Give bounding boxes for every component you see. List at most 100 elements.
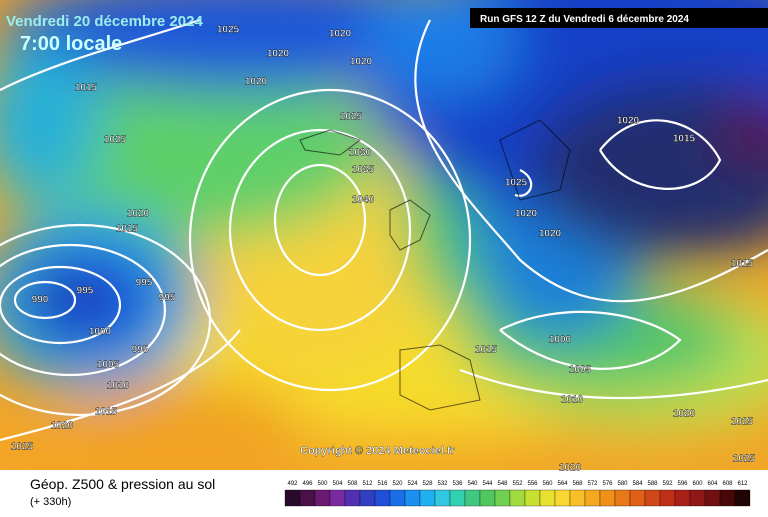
scale-swatch [539, 489, 556, 507]
isobar-label: 1025 [11, 442, 34, 453]
scale-swatch [374, 489, 391, 507]
isobar-label: 1020 [127, 209, 150, 220]
scale-swatch [614, 489, 631, 507]
scale-label: 600 [692, 481, 703, 487]
scale-swatch [449, 489, 466, 507]
isobar-label: 1025 [731, 417, 754, 428]
scale-swatch [644, 489, 661, 507]
isobar-label: 1020 [329, 29, 352, 40]
scale-swatch [674, 489, 691, 507]
scale-swatch [719, 489, 736, 507]
scale-swatch [434, 489, 451, 507]
scale-swatch [524, 489, 541, 507]
scale-label: 548 [497, 481, 508, 487]
scale-swatch [344, 489, 361, 507]
scale-swatch [704, 489, 721, 507]
isobar-label: 995 [132, 345, 149, 356]
color-scale: 492 496 500 504 508 512 516 520 524 528 532 536 540 5… [284, 481, 751, 507]
footer-title: Géop. Z500 & pression au sol [30, 476, 215, 492]
scale-label: 524 [407, 481, 418, 487]
isobar-label: 1020 [673, 409, 696, 420]
scale-label: 592 [662, 481, 673, 487]
date: Vendredi 20 décembre 2024 [6, 13, 203, 30]
scale-label: 560 [542, 481, 553, 487]
scale-swatch [284, 489, 301, 507]
isobar-label: 1005 [97, 360, 120, 371]
isobar-label: 1020 [267, 49, 290, 60]
scale-swatch [389, 489, 406, 507]
scale-label: 612 [737, 481, 748, 487]
scale-swatch [554, 489, 571, 507]
scale-swatch [464, 489, 481, 507]
scale-swatch [419, 489, 436, 507]
scale-swatch [629, 489, 646, 507]
scale-label: 604 [707, 481, 718, 487]
scale-label: 580 [617, 481, 628, 487]
scale-label: 508 [347, 481, 358, 487]
isobar-label: 1020 [350, 57, 373, 68]
isobar-label: 1020 [515, 209, 538, 220]
scale-label: 584 [632, 481, 643, 487]
copyright: Copyright © 2024 Meteociel.fr [300, 445, 456, 457]
isobar-label: 1025 [104, 135, 127, 146]
scale-swatch [359, 489, 376, 507]
isobar-label: 1005 [569, 365, 592, 376]
isobar-label: 1000 [549, 335, 572, 346]
isobar-label: 1015 [116, 224, 139, 235]
footer-lead: (+ 330h) [30, 496, 71, 508]
scale-swatch [659, 489, 676, 507]
scale-label: 528 [422, 481, 433, 487]
isobar-label: 1015 [673, 134, 696, 145]
isobar-label: 1020 [245, 77, 268, 88]
scale-label: 572 [587, 481, 598, 487]
isobar-label: 995 [77, 286, 94, 297]
scale-swatch [509, 489, 526, 507]
isobar-label: 1035 [352, 165, 375, 176]
scale-swatch [314, 489, 331, 507]
scale-swatch [584, 489, 601, 507]
time: 7:00 locale [20, 33, 122, 55]
scale-label: 504 [332, 481, 343, 487]
scale-label: 540 [467, 481, 478, 487]
scale-swatch [734, 489, 751, 507]
scale-swatch [479, 489, 496, 507]
scale-label: 536 [452, 481, 463, 487]
scale-label: 568 [572, 481, 583, 487]
scale-swatch [569, 489, 586, 507]
scale-label: 588 [647, 481, 658, 487]
scale-label: 520 [392, 481, 403, 487]
isobar-label: 1025 [340, 112, 363, 123]
scale-label: 608 [722, 481, 733, 487]
scale-label: 532 [437, 481, 448, 487]
isobar-label: 995 [159, 293, 176, 304]
run-info: Run GFS 12 Z du Vendredi 6 décembre 2024 [480, 14, 689, 25]
scale-label: 544 [482, 481, 493, 487]
scale-label: 516 [377, 481, 388, 487]
isobar-label: 1015 [731, 259, 754, 270]
isobar-label: 1020 [559, 463, 582, 474]
isobar-label: 1020 [617, 116, 640, 127]
scale-label: 556 [527, 481, 538, 487]
isobar-label: 1020 [539, 229, 562, 240]
scale-label: 496 [302, 481, 313, 487]
scale-label: 576 [602, 481, 613, 487]
isobar-labels: 1025 102010201020102010151025102010151025… [11, 24, 756, 474]
scale-swatch [494, 489, 511, 507]
scale-label: 552 [512, 481, 523, 487]
scale-swatch [689, 489, 706, 507]
field [0, 0, 768, 470]
isobar-label: 1040 [352, 195, 375, 206]
isobar-label: 1010 [107, 381, 130, 392]
isobar-label: 1015 [475, 345, 498, 356]
isobar-label: 1015 [95, 407, 118, 418]
isobar-label: 990 [32, 295, 49, 306]
isobar-label: 1025 [217, 25, 240, 36]
isobar-label: 1030 [349, 148, 372, 159]
scale-label: 564 [557, 481, 568, 487]
scale-swatch [404, 489, 421, 507]
isobar-label: 1025 [505, 178, 528, 189]
scale-label: 596 [677, 481, 688, 487]
isobar-label: 995 [136, 278, 153, 289]
isobar-label: 1010 [561, 395, 584, 406]
